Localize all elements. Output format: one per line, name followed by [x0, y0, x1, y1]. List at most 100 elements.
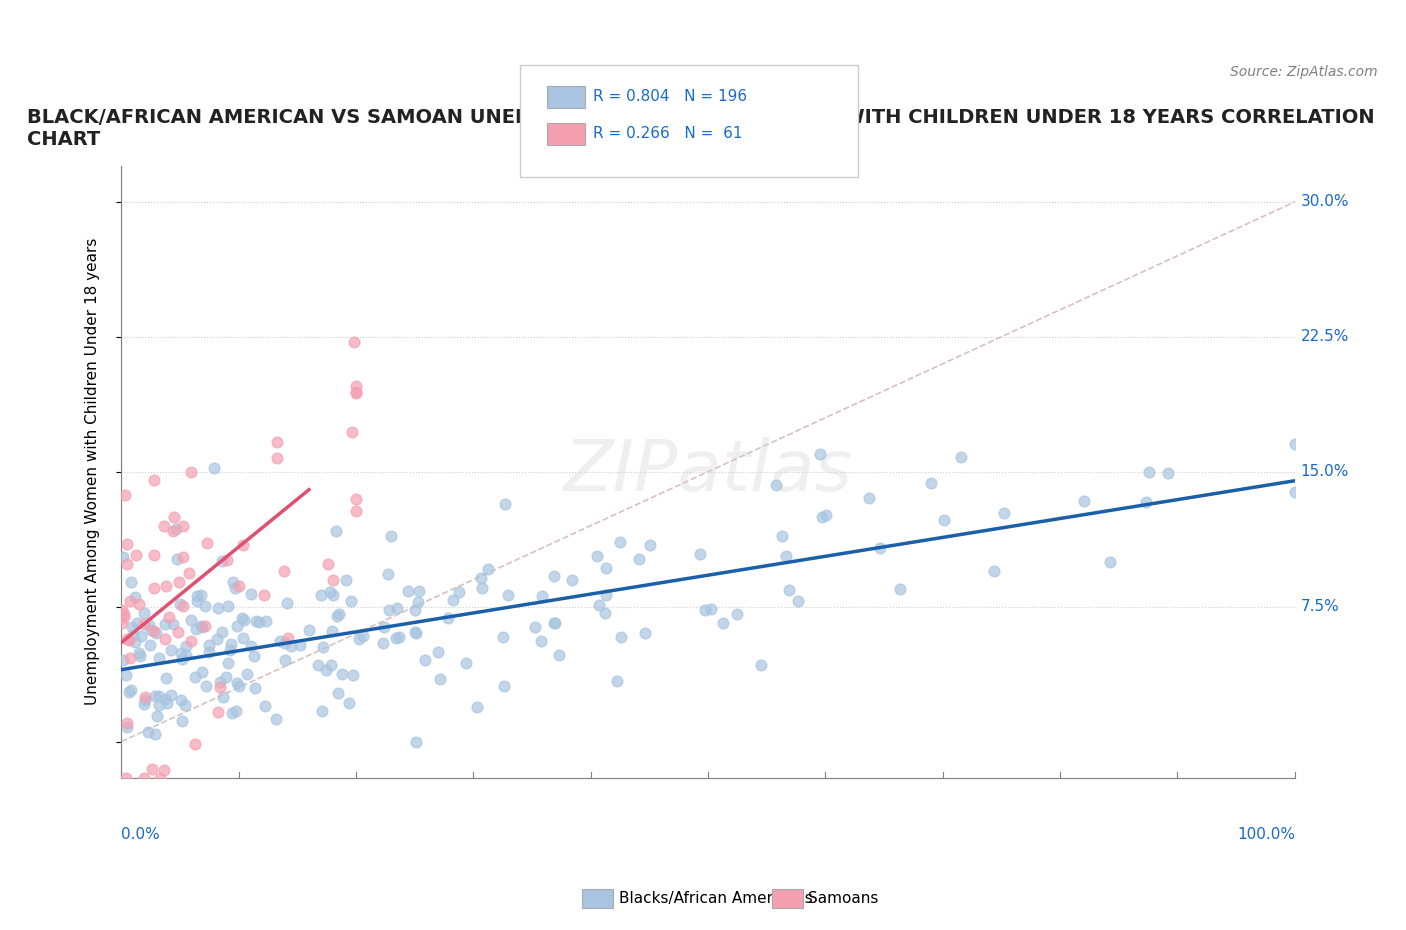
Point [342, 668, 364, 683]
Point [225, 618, 247, 633]
Point [950, 450, 973, 465]
Point [134, 690, 156, 705]
Point [176, 638, 198, 653]
Point [1157, 465, 1180, 480]
Point [288, 637, 311, 652]
Point [169, 596, 191, 611]
Point [180, 633, 202, 648]
Point [217, 656, 239, 671]
Point [132, 605, 155, 620]
Point [141, 762, 163, 777]
Point [170, 645, 193, 660]
Point [165, 521, 187, 536]
Point [225, 675, 247, 690]
Point [118, 650, 141, 665]
Point [124, 590, 146, 604]
Point [155, 578, 177, 593]
Point [325, 524, 347, 538]
Point [595, 561, 617, 576]
Point [153, 763, 176, 777]
Point [1073, 494, 1095, 509]
Point [115, 719, 138, 734]
Point [162, 524, 184, 538]
Point [343, 335, 366, 350]
Point [157, 609, 180, 624]
Point [1284, 437, 1306, 452]
Text: ZIPatlas: ZIPatlas [564, 437, 852, 506]
Point [136, 724, 159, 739]
Point [477, 562, 499, 577]
Point [693, 603, 716, 618]
Point [245, 614, 267, 629]
Point [215, 552, 238, 567]
Point [765, 477, 787, 492]
Point [610, 630, 633, 644]
Text: 100.0%: 100.0% [1237, 827, 1295, 842]
Point [318, 556, 340, 571]
Point [426, 644, 449, 659]
Point [217, 598, 239, 613]
Point [128, 596, 150, 611]
Point [225, 704, 247, 719]
Point [163, 510, 186, 525]
Point [134, 693, 156, 708]
Point [588, 598, 610, 613]
Point [373, 635, 395, 650]
Point [530, 589, 553, 604]
Point [311, 703, 333, 718]
Point [120, 683, 142, 698]
Point [548, 647, 571, 662]
Point [770, 528, 793, 543]
Text: Source: ZipAtlas.com: Source: ZipAtlas.com [1230, 65, 1378, 79]
Point [269, 633, 291, 648]
Point [117, 631, 139, 646]
Point [202, 460, 225, 475]
Point [1137, 465, 1160, 480]
Point [191, 665, 214, 680]
Point [148, 698, 170, 712]
Point [211, 624, 233, 639]
Point [787, 593, 810, 608]
Point [180, 613, 202, 628]
Point [934, 512, 956, 527]
Point [408, 583, 430, 598]
Point [148, 651, 170, 666]
Point [858, 491, 880, 506]
Point [174, 648, 197, 663]
Point [115, 668, 138, 683]
Point [172, 598, 194, 613]
Point [125, 616, 148, 631]
Point [332, 667, 354, 682]
Point [221, 706, 243, 721]
Point [325, 609, 347, 624]
Point [627, 551, 650, 566]
Point [339, 593, 361, 608]
Point [309, 588, 332, 603]
Point [307, 658, 329, 672]
Text: Samoans: Samoans [808, 891, 879, 906]
Point [344, 379, 367, 393]
Point [467, 699, 489, 714]
Point [404, 603, 426, 618]
Point [352, 629, 374, 644]
Point [167, 624, 190, 639]
Point [253, 588, 276, 603]
Point [115, 770, 138, 785]
Point [207, 600, 229, 615]
Point [118, 684, 141, 699]
Point [889, 582, 911, 597]
Point [191, 619, 214, 634]
Point [153, 631, 176, 646]
Point [224, 580, 246, 595]
Point [471, 581, 494, 596]
Point [197, 535, 219, 550]
Point [276, 595, 298, 610]
Point [232, 538, 254, 552]
Point [232, 631, 254, 645]
Point [124, 635, 146, 650]
Point [328, 607, 350, 622]
Text: 0.0%: 0.0% [121, 827, 160, 842]
Point [689, 547, 711, 562]
Point [114, 488, 136, 503]
Point [170, 713, 193, 728]
